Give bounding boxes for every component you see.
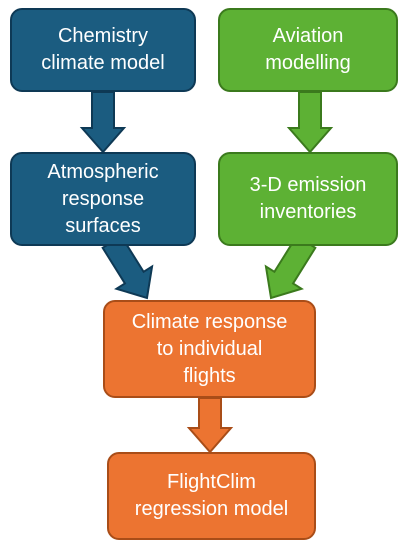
node-label: Atmospheric xyxy=(47,160,159,183)
arrow xyxy=(264,234,317,300)
node-label: Climate response xyxy=(131,310,288,333)
node-box: 3-D emission inventories xyxy=(218,152,398,246)
node-label: response xyxy=(61,187,145,210)
node-box: Aviation modelling xyxy=(218,8,398,92)
node-box: Atmospheric response surfaces xyxy=(10,152,196,246)
node-box: Climate response to individual flights xyxy=(103,300,316,398)
node-label: inventories xyxy=(259,201,357,223)
node-label: 3-D emission xyxy=(249,174,367,196)
node-label: surfaces xyxy=(65,214,141,237)
node-label: flights xyxy=(183,364,236,387)
node-box: FlightClim regression model xyxy=(107,452,316,540)
node-label: Chemistry xyxy=(57,25,148,47)
node-label: to individual xyxy=(156,337,263,360)
node-label: FlightClim xyxy=(167,471,256,493)
node-box: Chemistry climate model xyxy=(10,8,196,92)
node-label: climate model xyxy=(41,52,165,74)
arrow xyxy=(79,91,127,154)
node-label: Aviation xyxy=(272,25,344,47)
arrow xyxy=(286,91,334,154)
node-label: modelling xyxy=(265,52,351,74)
arrow xyxy=(186,397,234,454)
node-label: regression model xyxy=(134,498,289,520)
